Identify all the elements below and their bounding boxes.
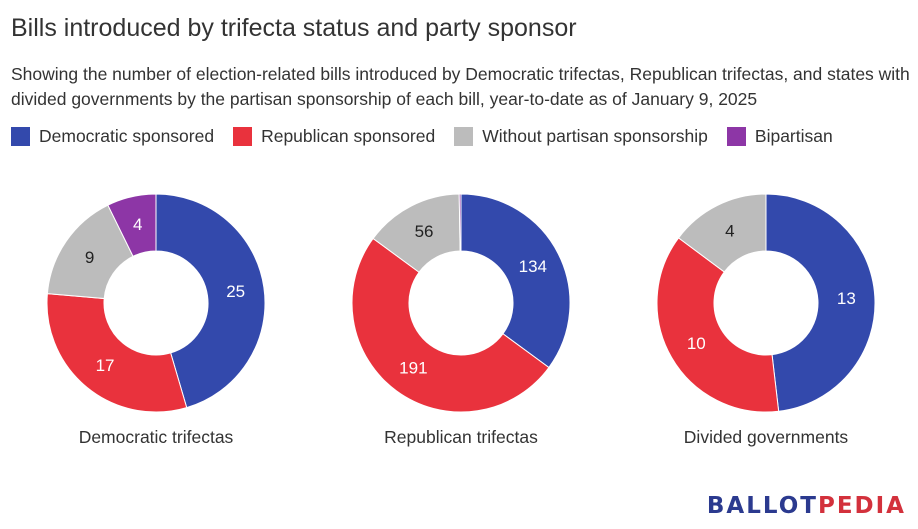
- donut-2-label-republican: 10: [687, 334, 706, 353]
- donut-0-label-democratic: 25: [226, 282, 245, 301]
- donut-caption-divided-governments: Divided governments: [683, 427, 849, 447]
- ballotpedia-logo[interactable]: BALLOTPEDIA: [707, 493, 906, 519]
- legend-item-democratic: Democratic sponsored: [11, 126, 214, 147]
- chart-subtitle: Showing the number of election-related b…: [11, 64, 910, 109]
- legend-item-bipartisan: Bipartisan: [726, 126, 833, 147]
- donut-2-slice-nonpartisan[interactable]: [677, 193, 767, 273]
- legend-item-nonpartisan: Without partisan sponsorship: [454, 126, 708, 147]
- legend-label-democratic: Democratic sponsored: [39, 126, 215, 146]
- donut-1-slice-democratic[interactable]: [460, 193, 571, 369]
- donut-2-slice-democratic[interactable]: [765, 193, 876, 412]
- donut-1-slice-republican[interactable]: [351, 237, 550, 413]
- donut-0-slice-bipartisan[interactable]: [107, 193, 157, 258]
- donut-caption-republican-trifectas: Republican trifectas: [384, 427, 538, 447]
- donut-1-slice-bipartisan[interactable]: [458, 193, 462, 252]
- donut-0-label-republican: 17: [96, 356, 115, 375]
- legend-label-nonpartisan: Without partisan sponsorship: [482, 126, 708, 146]
- donut-0-label-bipartisan: 4: [133, 215, 142, 234]
- donut-1-label-republican: 191: [399, 358, 427, 377]
- donut-1-label-democratic: 134: [519, 257, 547, 276]
- donut-caption-democratic-trifectas: Democratic trifectas: [78, 427, 234, 447]
- donut-2-label-nonpartisan: 4: [725, 222, 734, 241]
- donut-0-slice-democratic[interactable]: [155, 193, 266, 409]
- legend-swatch-nonpartisan: [454, 127, 474, 146]
- donut-2-slice-republican[interactable]: [656, 237, 780, 413]
- logo-text-pedia: PEDIA: [817, 493, 906, 519]
- logo-text-ballot: BALLOT: [706, 493, 818, 519]
- donut-0-slice-republican[interactable]: [46, 293, 188, 413]
- legend-label-bipartisan: Bipartisan: [754, 126, 833, 146]
- legend-swatch-republican: [233, 127, 253, 146]
- chart-title: Bills introduced by trifecta status and …: [11, 14, 577, 42]
- legend-item-republican: Republican sponsored: [233, 126, 435, 147]
- donut-0-label-nonpartisan: 9: [85, 248, 94, 267]
- donut-1-label-nonpartisan: 56: [415, 222, 434, 241]
- legend-swatch-bipartisan: [726, 127, 746, 146]
- donut-2-label-democratic: 13: [837, 289, 856, 308]
- legend: Democratic sponsored Republican sponsore…: [11, 126, 852, 147]
- legend-swatch-democratic: [11, 127, 30, 146]
- legend-label-republican: Republican sponsored: [261, 126, 436, 146]
